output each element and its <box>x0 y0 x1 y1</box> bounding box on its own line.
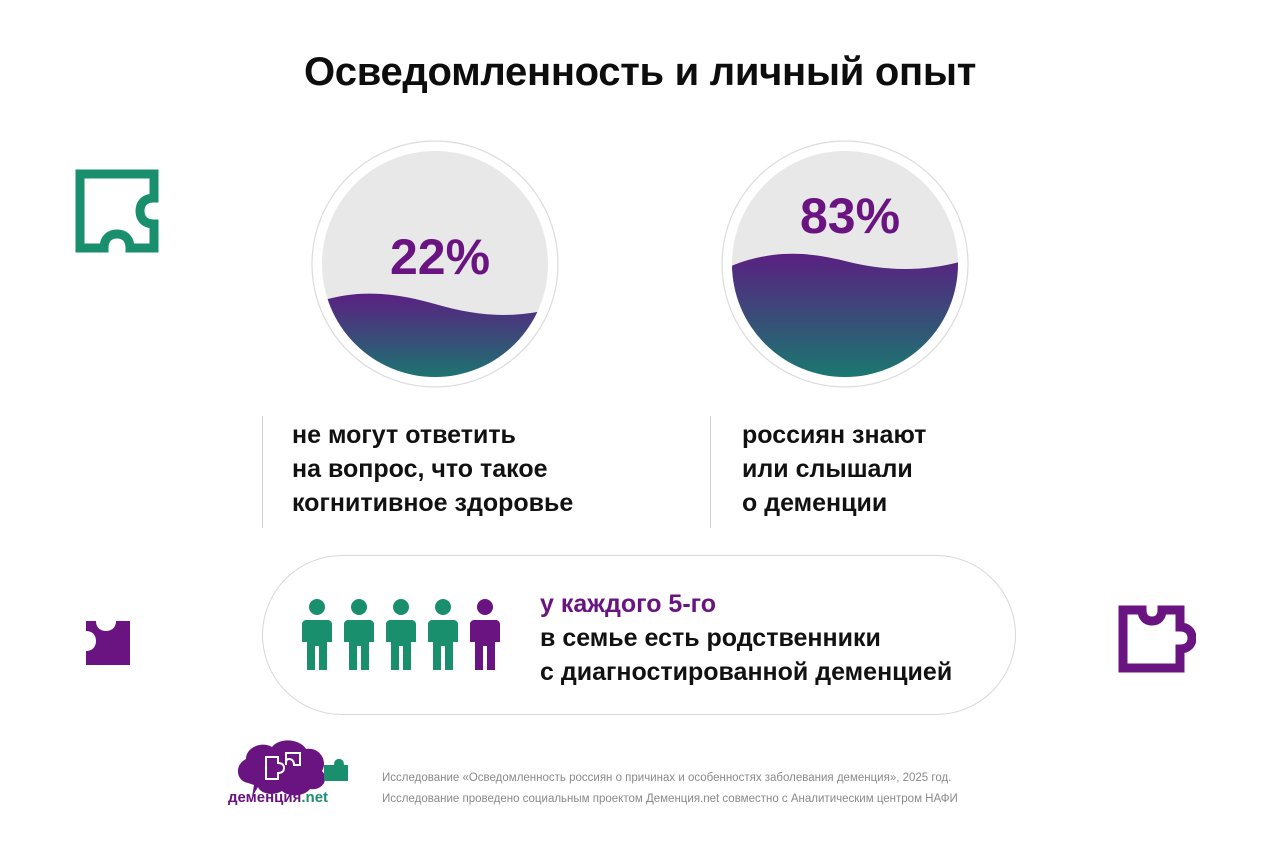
footnote: Исследование «Осведомленность россиян о … <box>382 768 958 810</box>
person-icon <box>302 599 332 670</box>
puzzle-piece-icon <box>86 621 130 665</box>
person-icon <box>428 599 458 670</box>
footnote-line-2: Исследование проведено социальным проект… <box>382 793 958 805</box>
footnote-line-1: Исследование «Осведомленность россиян о … <box>382 772 952 784</box>
stat-description-2: россиян знают или слышали о деменции <box>742 421 927 517</box>
stat-value-83: 83% <box>800 188 900 244</box>
people-icons <box>302 599 500 670</box>
stat-value-22: 22% <box>390 229 490 285</box>
callout-pill <box>262 555 1016 715</box>
gauge-22: 22% <box>310 139 560 389</box>
puzzle-outline-icon <box>1118 605 1196 673</box>
person-icon <box>344 599 374 670</box>
stat-description-1: не могут ответить на вопрос, что такое к… <box>292 421 574 517</box>
callout-line-3: с диагностированной деменцией <box>540 658 953 686</box>
callout-highlight: у каждого 5-го <box>540 590 717 618</box>
callout-line-2: в семье есть родственники <box>540 624 881 652</box>
divider <box>710 416 711 528</box>
puzzle-outline-icon <box>75 169 159 253</box>
divider <box>262 416 263 528</box>
page-title: Осведомленность и личный опыт <box>303 50 977 94</box>
person-icon <box>470 599 500 670</box>
callout-text: у каждого 5-го в семье есть родственники… <box>540 587 952 689</box>
logo-wordmark: деменция.net <box>228 789 329 806</box>
brain-puzzle-logo-icon <box>237 740 348 797</box>
gauge-83: 83% <box>720 139 970 389</box>
person-icon <box>386 599 416 670</box>
